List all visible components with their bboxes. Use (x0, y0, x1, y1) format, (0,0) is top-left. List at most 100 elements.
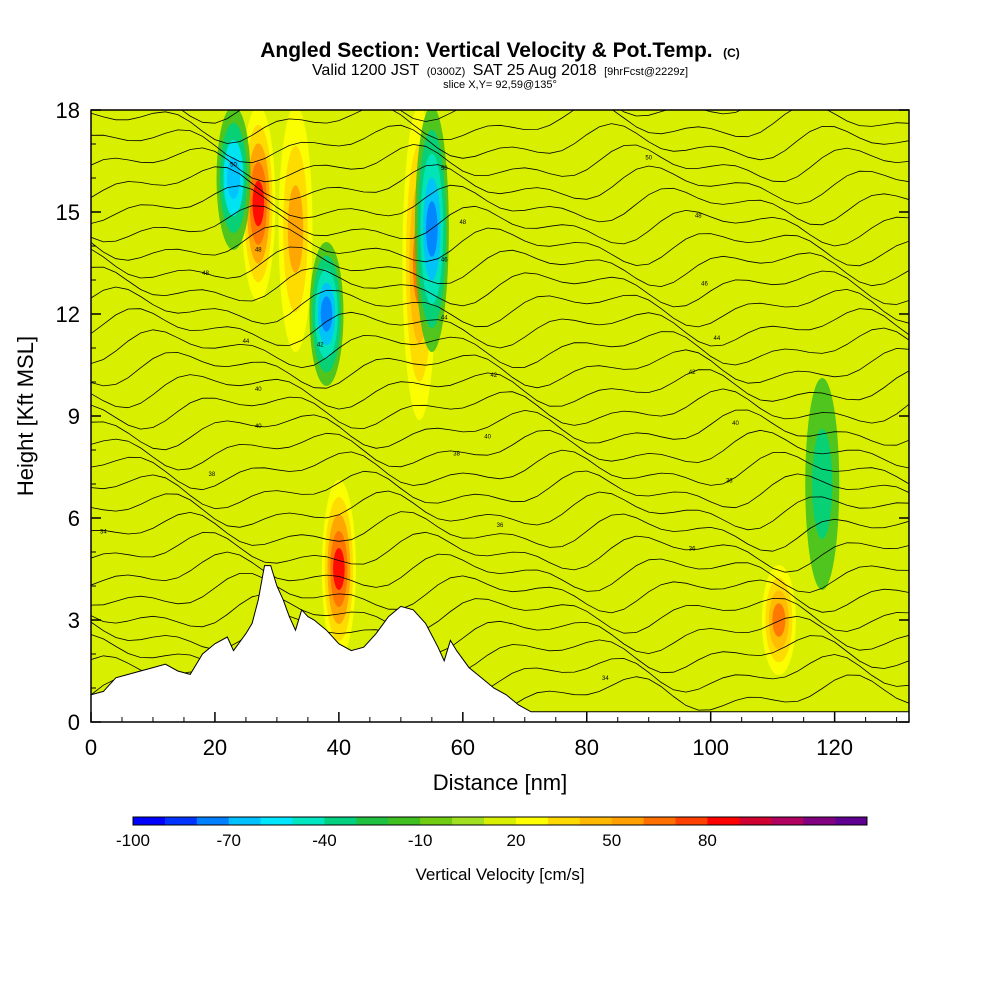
theta-contour (91, 327, 909, 369)
colorbar-title: Vertical Velocity [cm/s] (415, 865, 584, 884)
contour-label: 44 (441, 315, 448, 321)
contour-label: 48 (459, 220, 466, 226)
contour-label: 50 (645, 156, 652, 162)
colorbar-swatch (675, 817, 708, 825)
colorbar-swatch (356, 817, 389, 825)
contour-label: 42 (689, 370, 696, 376)
colorbar-swatch (324, 817, 357, 825)
theta-contour (91, 225, 909, 267)
colorbar-swatch (547, 817, 581, 825)
x-tick-label: 60 (451, 735, 475, 760)
theta-contour (181, 110, 909, 124)
colorbar-tick-label: 80 (698, 831, 717, 850)
theta-contour (91, 164, 909, 205)
colorbar-swatch (292, 817, 325, 825)
contour-label: 46 (701, 281, 708, 287)
contour-label: 40 (484, 434, 491, 440)
colorbar-tick-label: -100 (116, 831, 150, 850)
updraft-band (333, 548, 345, 590)
contour-labels: 50 48 48 44 42 40 40 38 34 50 48 46 44 42 40 38 36 50 48 46… (100, 156, 739, 682)
x-axis-label: Distance [nm] (433, 770, 568, 795)
contour-label: 44 (714, 336, 721, 342)
colorbar-swatch (515, 817, 549, 825)
colorbar-tick-label: 50 (602, 831, 621, 850)
colorbar-swatch (835, 817, 868, 825)
contour-label: 40 (732, 421, 739, 427)
y-tick-label: 12 (56, 302, 80, 327)
colorbar-swatch (579, 817, 612, 825)
colorbar-swatch (420, 817, 453, 825)
colorbar-swatch (771, 817, 804, 825)
updraft-band (772, 603, 786, 637)
theta-contour (91, 429, 909, 471)
theta-contour (91, 246, 909, 288)
colorbar-swatch (133, 817, 166, 825)
theta-contour (91, 110, 909, 144)
x-tick-label: 0 (85, 735, 97, 760)
y-tick-label: 0 (68, 710, 80, 735)
downdraft-band (812, 429, 833, 539)
theta-contour (91, 388, 909, 430)
theta-contour (91, 531, 909, 573)
contour-label: 50 (230, 162, 237, 168)
contour-label: 42 (317, 343, 324, 349)
contour-label: 42 (490, 373, 497, 379)
theta-contour (91, 205, 909, 247)
theta-contours (91, 110, 909, 716)
x-tick-label: 20 (203, 735, 227, 760)
contour-label: 38 (208, 472, 215, 478)
theta-contour (91, 409, 909, 451)
contour-label: 44 (243, 339, 250, 345)
updraft-band (287, 185, 304, 273)
contour-label: 34 (100, 530, 107, 536)
theta-contour (91, 490, 909, 531)
theta-contour (91, 308, 909, 349)
contour-label: 48 (255, 247, 262, 253)
chart-title: Angled Section: Vertical Velocity & Pot.… (260, 39, 740, 62)
theta-contour (91, 573, 909, 614)
x-tick-label: 100 (692, 735, 729, 760)
colorbar-tick-label: -10 (408, 831, 433, 850)
theta-contour (91, 266, 909, 308)
y-tick-label: 3 (68, 608, 80, 633)
colorbar-tick-label: 20 (506, 831, 525, 850)
theta-contour (91, 369, 909, 410)
theta-contour (91, 184, 909, 226)
contour-label: 38 (726, 479, 733, 485)
contour-label: 36 (689, 547, 696, 553)
contour-label: 48 (695, 213, 702, 219)
colorbar: -100 -70 -40 -10 20 50 80 (116, 816, 868, 850)
contour-label: 38 (453, 451, 460, 457)
colorbar-swatch (388, 817, 421, 825)
contour-label: 46 (441, 258, 448, 264)
contour-label: 48 (202, 271, 209, 277)
colorbar-frame (132, 816, 868, 826)
contour-label: 34 (602, 676, 609, 682)
theta-contour (91, 144, 909, 183)
colorbar-swatch (228, 817, 261, 825)
contour-label: 40 (255, 424, 262, 430)
theta-contour (91, 123, 909, 164)
x-axis: 0 20 40 60 80 100 120 (85, 712, 898, 760)
colorbar-swatch (643, 817, 676, 825)
colorbar-swatch (196, 817, 230, 825)
contour-label: 36 (497, 523, 504, 529)
colorbar-swatch (484, 817, 517, 825)
theta-contour (91, 286, 909, 328)
colorbar-swatch (803, 817, 836, 825)
colorbar-tick-label: -40 (312, 831, 337, 850)
contour-label: 50 (441, 166, 448, 172)
terrain (91, 565, 909, 722)
colorbar-swatch (164, 817, 198, 825)
y-tick-label: 18 (56, 98, 80, 123)
updraft-band (252, 180, 265, 227)
y-tick-label: 15 (56, 200, 80, 225)
colorbar-swatch (739, 817, 772, 825)
x-tick-label: 80 (575, 735, 599, 760)
theta-contour (91, 449, 909, 491)
theta-contour (91, 470, 909, 510)
chart-subtitle: Valid 1200 JST (0300Z) SAT 25 Aug 2018 [… (312, 62, 688, 79)
theta-contour (91, 511, 909, 552)
colorbar-swatch (452, 817, 485, 825)
